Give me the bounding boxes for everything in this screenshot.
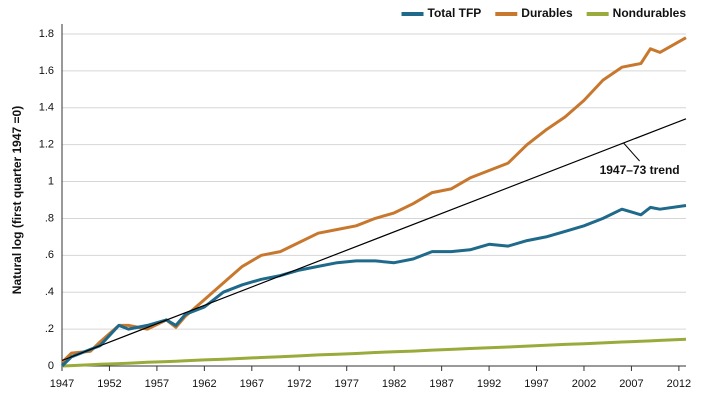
x-tick-label: 1947 — [50, 378, 74, 390]
y-tick-label: 1.4 — [39, 102, 54, 114]
annotation-leader — [623, 142, 640, 162]
y-tick-label: 1 — [48, 175, 54, 187]
legend-label: Total TFP — [428, 6, 482, 20]
x-tick-label: 1972 — [287, 378, 311, 390]
x-tick-label: 2012 — [667, 378, 691, 390]
x-tick-label: 1977 — [334, 378, 358, 390]
x-tick-label: 1992 — [477, 378, 501, 390]
legend-label: Durables — [521, 6, 573, 20]
x-tick-label: 1962 — [192, 378, 216, 390]
y-axis-label: Natural log (first quarter 1947 =0) — [10, 106, 24, 294]
x-tick-label: 2002 — [572, 378, 596, 390]
series-line — [61, 337, 687, 368]
annotation: 1947–73 trend — [600, 163, 680, 177]
x-tick-label: 2007 — [619, 378, 643, 390]
series-line — [60, 36, 687, 364]
x-tick-label: 1982 — [382, 378, 406, 390]
x-tick-label: 1987 — [429, 378, 453, 390]
y-tick-label: 0 — [48, 360, 54, 372]
y-tick-label: 1.8 — [39, 28, 54, 40]
y-tick-label: .4 — [45, 286, 54, 298]
trend-line — [61, 118, 687, 362]
x-tick-label: 1957 — [145, 378, 169, 390]
y-tick-label: 1.2 — [39, 139, 54, 151]
legend-label: Nondurables — [613, 6, 687, 20]
series-line — [60, 204, 687, 368]
y-tick-label: .8 — [45, 212, 54, 224]
y-tick-label: 1.6 — [39, 65, 54, 77]
x-tick-label: 1952 — [97, 378, 121, 390]
x-tick-label: 1997 — [524, 378, 548, 390]
x-tick-label: 1967 — [240, 378, 264, 390]
y-tick-label: .2 — [45, 323, 54, 335]
y-tick-label: .6 — [45, 249, 54, 261]
